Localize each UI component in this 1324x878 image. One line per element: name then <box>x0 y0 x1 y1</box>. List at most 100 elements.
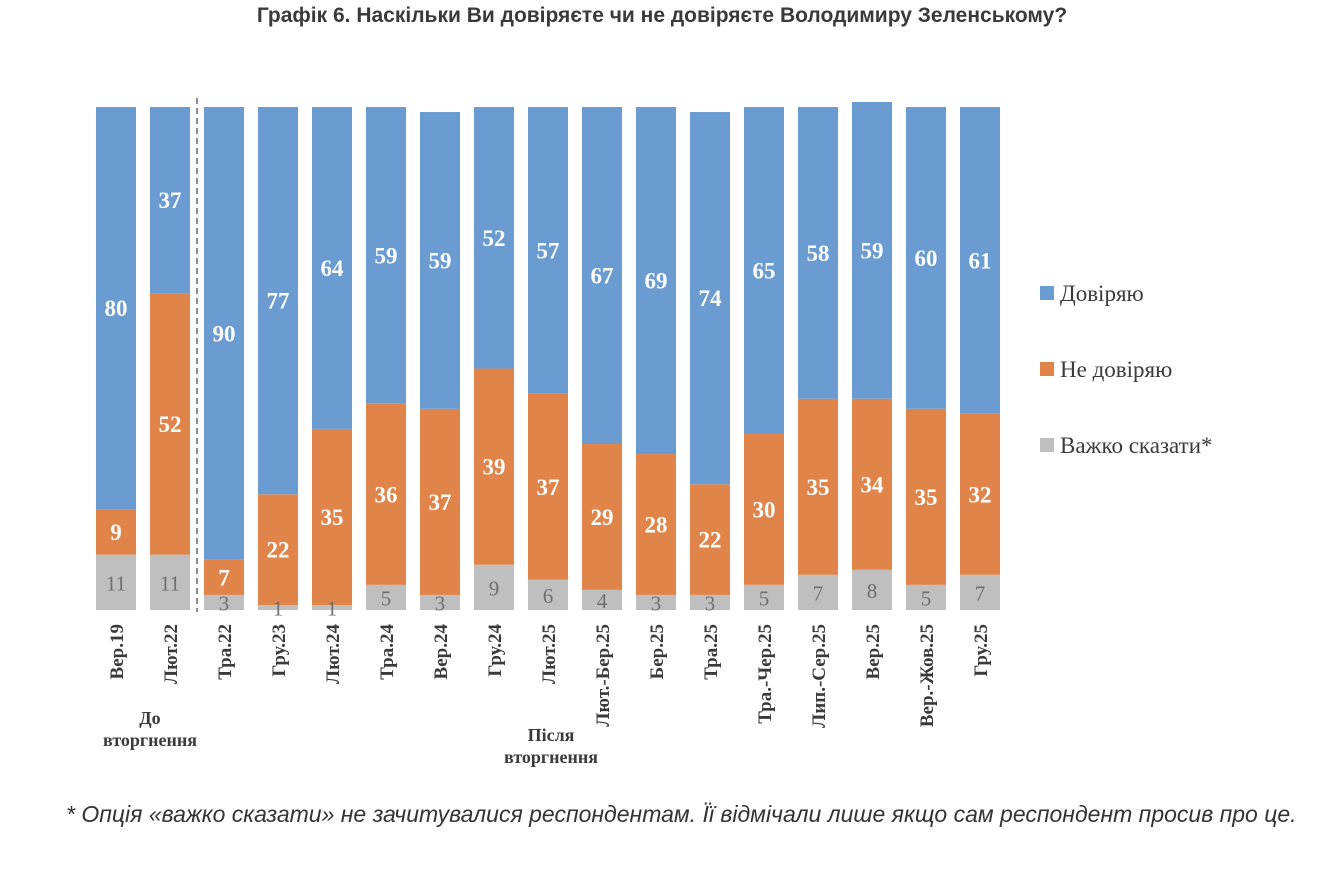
data-label-distrust: 7 <box>218 565 230 590</box>
category-label: Вер.25 <box>863 624 884 679</box>
bar-trust <box>744 107 784 434</box>
data-label-distrust: 35 <box>915 485 938 510</box>
bars-layer <box>96 101 1000 610</box>
category-label: Вер.24 <box>431 624 452 680</box>
bar-hard-to-say <box>636 594 676 610</box>
bar-hard-to-say <box>582 589 622 610</box>
category-label: Тра.22 <box>215 624 236 680</box>
data-label-trust: 67 <box>591 264 614 289</box>
data-label-distrust: 36 <box>375 482 398 507</box>
data-label-hard-to-say: 1 <box>273 596 284 620</box>
data-label-distrust: 37 <box>429 490 452 515</box>
category-label: Тра.25 <box>701 624 722 680</box>
data-label-hard-to-say: 9 <box>489 576 500 600</box>
period-label: вторгнення <box>103 730 197 750</box>
data-label-hard-to-say: 7 <box>813 581 824 605</box>
bar-distrust <box>906 408 946 585</box>
bar-hard-to-say <box>906 584 946 610</box>
bar-trust <box>852 101 892 399</box>
data-label-distrust: 35 <box>807 475 830 500</box>
bar-trust <box>798 107 838 399</box>
bar-hard-to-say <box>852 569 892 610</box>
data-label-trust: 90 <box>213 321 236 346</box>
bar-trust <box>690 112 730 485</box>
bar-distrust <box>420 408 460 595</box>
bar-trust <box>312 107 352 429</box>
data-label-hard-to-say: 11 <box>160 571 180 595</box>
data-label-hard-to-say: 3 <box>219 591 230 615</box>
data-label-trust: 37 <box>159 188 182 213</box>
data-label-distrust: 52 <box>159 412 182 437</box>
bar-distrust <box>690 484 730 595</box>
data-label-trust: 57 <box>537 238 560 263</box>
stacked-bar-chart: 1198011523737901227713564536593375993952… <box>96 98 1213 767</box>
bar-trust <box>150 107 190 294</box>
data-label-trust: 77 <box>267 289 290 314</box>
category-label: Лип.-Сер.25 <box>809 624 830 728</box>
data-label-distrust: 39 <box>483 455 506 480</box>
data-label-trust: 64 <box>321 256 345 281</box>
data-label-hard-to-say: 3 <box>651 591 662 615</box>
bar-hard-to-say <box>744 584 784 610</box>
data-label-distrust: 22 <box>267 538 290 563</box>
data-label-hard-to-say: 4 <box>597 589 608 613</box>
data-label-trust: 58 <box>807 241 830 266</box>
bar-distrust <box>960 413 1000 575</box>
data-label-hard-to-say: 3 <box>705 591 716 615</box>
bar-hard-to-say <box>690 594 730 610</box>
data-label-distrust: 22 <box>699 528 722 553</box>
bar-trust <box>204 107 244 560</box>
period-label: Після <box>528 725 575 745</box>
data-label-distrust: 37 <box>537 475 560 500</box>
bar-hard-to-say <box>420 594 460 610</box>
data-label-distrust: 35 <box>321 505 344 530</box>
period-label: вторгнення <box>504 747 598 767</box>
bar-hard-to-say <box>366 584 406 610</box>
category-label: Лют.-Бер.25 <box>593 624 614 727</box>
data-label-trust: 59 <box>861 238 884 263</box>
category-labels-layer: Вер.19 Лют.22 Тра.22 Гру.23 Лют.24 Тра.24 Вер.… <box>107 624 992 728</box>
bar-trust <box>906 107 946 409</box>
bar-hard-to-say <box>204 594 244 610</box>
bar-distrust <box>636 454 676 595</box>
legend-swatch-hard-to-say <box>1040 438 1054 452</box>
data-label-trust: 74 <box>699 286 723 311</box>
bar-trust <box>960 107 1000 414</box>
bar-hard-to-say <box>258 604 298 610</box>
bar-distrust <box>744 433 784 585</box>
bar-hard-to-say <box>960 574 1000 610</box>
category-label: Лют.25 <box>539 624 560 684</box>
bar-distrust <box>312 428 352 605</box>
legend-label-trust: Довіряю <box>1060 281 1144 306</box>
bar-hard-to-say <box>798 574 838 610</box>
data-label-trust: 59 <box>375 243 398 268</box>
data-label-hard-to-say: 1 <box>327 596 338 620</box>
bar-trust <box>582 107 622 445</box>
bar-hard-to-say <box>474 564 514 610</box>
bar-hard-to-say <box>150 554 190 610</box>
legend-label-hard-to-say: Важко сказати* <box>1060 433 1213 458</box>
footnote: * Опція «важко сказати» не зачитувалися … <box>66 801 1297 827</box>
bar-distrust <box>204 559 244 595</box>
data-label-hard-to-say: 11 <box>106 571 126 595</box>
legend-swatch-distrust <box>1040 362 1054 376</box>
category-label: Гру.23 <box>269 624 290 677</box>
category-label: Гру.25 <box>971 624 992 677</box>
bar-trust <box>366 107 406 404</box>
legend: Довіряю Не довіряю Важко сказати* <box>1040 281 1213 458</box>
data-label-hard-to-say: 3 <box>435 591 446 615</box>
bar-trust <box>420 112 460 409</box>
data-label-hard-to-say: 8 <box>867 579 878 603</box>
bar-trust <box>474 107 514 369</box>
category-label: Вер.-Жов.25 <box>917 624 938 727</box>
category-label: Бер.25 <box>647 624 668 679</box>
data-label-hard-to-say: 7 <box>975 581 986 605</box>
category-label: Гру.24 <box>485 624 506 677</box>
data-label-distrust: 34 <box>861 472 885 497</box>
bar-distrust <box>258 494 298 605</box>
bar-distrust <box>366 403 406 585</box>
data-label-trust: 80 <box>105 296 128 321</box>
data-label-distrust: 30 <box>753 497 776 522</box>
category-label: Лют.22 <box>161 624 182 684</box>
